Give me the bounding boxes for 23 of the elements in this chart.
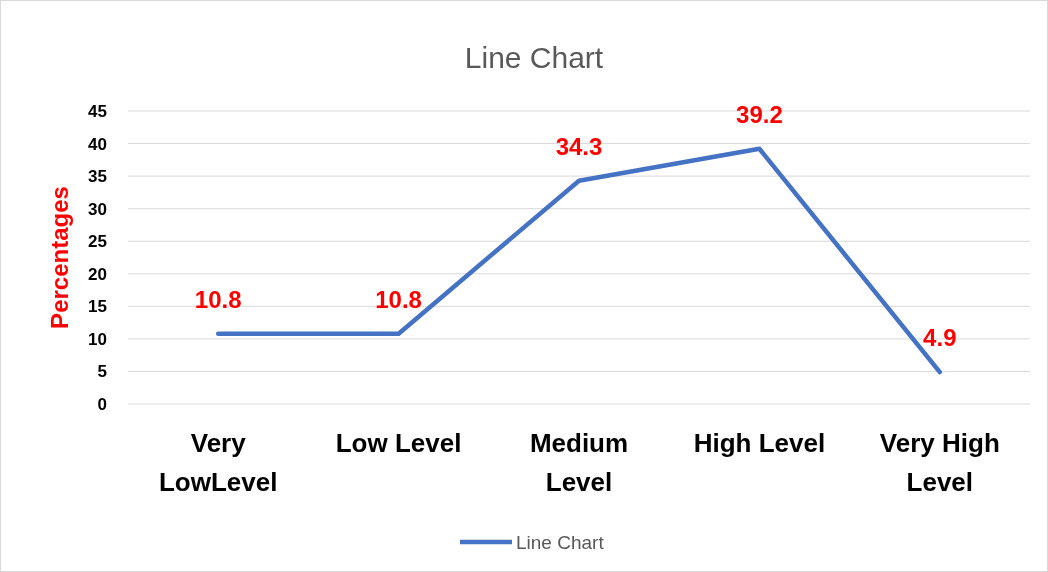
y-tick-label: 10 (88, 329, 107, 349)
y-tick-label: 5 (97, 362, 107, 382)
x-tick-label: High Level (693, 428, 826, 458)
y-tick-label: 20 (88, 264, 107, 284)
y-tick-label: 25 (88, 232, 107, 252)
data-label: 10.8 (194, 285, 242, 313)
x-tick-label: Very High Level (879, 428, 1000, 497)
data-label: 10.8 (375, 285, 422, 313)
legend-label: Line Chart (516, 531, 605, 553)
y-axis-title: Percentages (46, 186, 73, 329)
x-tick-label: Medium Level (529, 428, 629, 497)
y-tick-label: 45 (88, 101, 107, 121)
y-tick-label: 0 (97, 394, 107, 414)
y-tick-label: 40 (88, 134, 107, 154)
y-tick-label: 15 (88, 297, 107, 317)
data-label: 34.3 (555, 132, 603, 160)
data-label: 4.9 (923, 324, 957, 352)
x-tick-label: Low Level (335, 428, 462, 458)
chart-title: Line Chart (464, 41, 604, 74)
x-tick-label: Very LowLevel (158, 428, 278, 497)
y-tick-label: 30 (88, 199, 107, 219)
y-tick-label: 35 (88, 167, 107, 187)
data-label: 39.2 (736, 100, 783, 128)
